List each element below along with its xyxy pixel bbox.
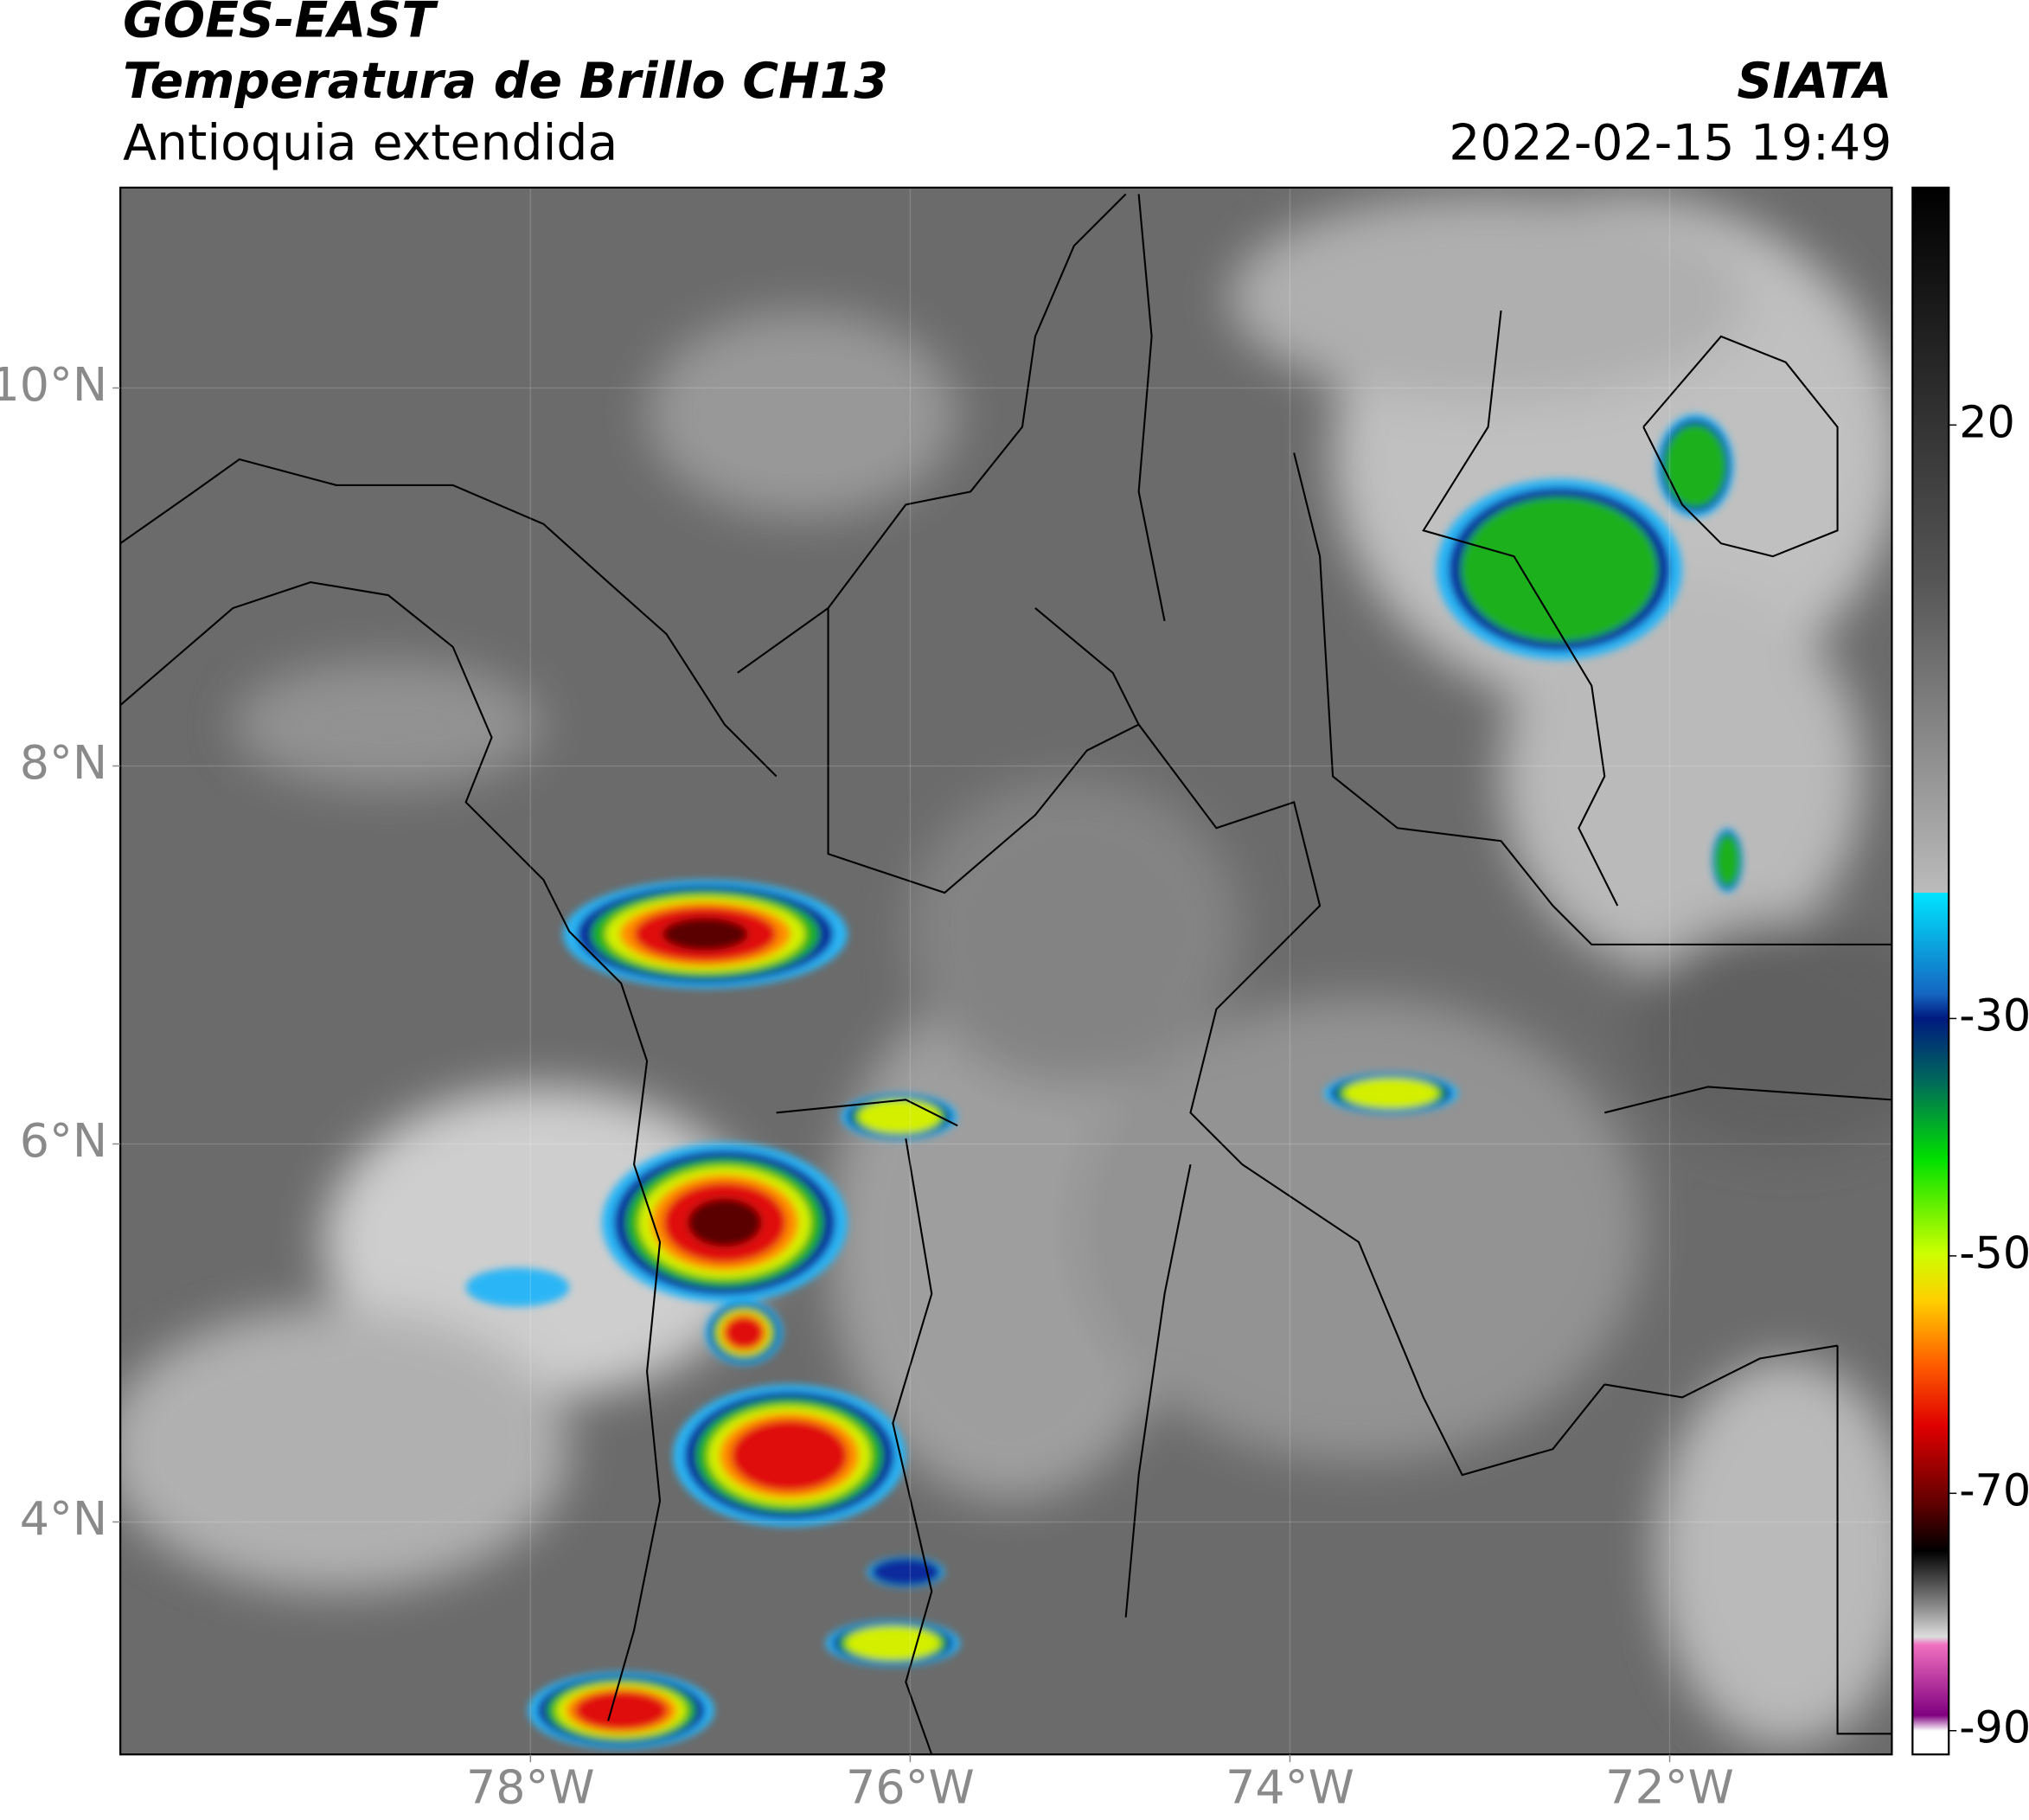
lat-tick-label: 10°N	[0, 357, 107, 412]
lon-tick-label: 78°W	[466, 1760, 595, 1815]
cloud-top	[870, 1558, 941, 1586]
cloud-top	[1664, 424, 1726, 508]
map-frame	[119, 186, 1893, 1756]
lat-tick-label: 6°N	[20, 1113, 107, 1168]
cloud-top	[845, 1626, 940, 1660]
region-subtitle: Antioquia extendida	[123, 115, 618, 172]
agency: SIATA	[1737, 53, 1891, 110]
colorbar-tick-label: 20	[1959, 396, 2015, 447]
cloud-top	[858, 1099, 940, 1133]
cloud-top	[465, 1267, 570, 1307]
satellite-title: GOES-EAST	[123, 0, 438, 49]
cloud-top	[662, 918, 748, 951]
colorbar-tick-label: -70	[1959, 1464, 2029, 1516]
datetime: 2022-02-15 19:49	[1449, 115, 1891, 172]
lon-tick-label: 74°W	[1226, 1760, 1354, 1815]
cloud-top	[688, 1198, 762, 1247]
colorbar-tick-label: -50	[1959, 1227, 2029, 1278]
cloud-top	[1461, 497, 1658, 642]
cloud-top	[724, 1316, 764, 1349]
cloud-top	[731, 1419, 848, 1491]
cloud-top	[1343, 1079, 1438, 1108]
satellite-image	[120, 187, 1892, 1755]
colorbar	[1911, 186, 1950, 1756]
lat-tick-label: 4°N	[20, 1491, 107, 1546]
colorbar-tick-label: -90	[1959, 1702, 2029, 1753]
colorbar-tick-label: -30	[1959, 990, 2029, 1041]
lat-tick-label: 8°N	[20, 735, 107, 790]
lon-tick-label: 76°W	[846, 1760, 975, 1815]
lon-tick-label: 72°W	[1605, 1760, 1734, 1815]
borders	[120, 193, 1892, 1755]
cloud-top	[574, 1690, 669, 1730]
product-title: Temperatura de Brillo CH13	[123, 53, 888, 110]
cloud-top	[1715, 834, 1740, 887]
